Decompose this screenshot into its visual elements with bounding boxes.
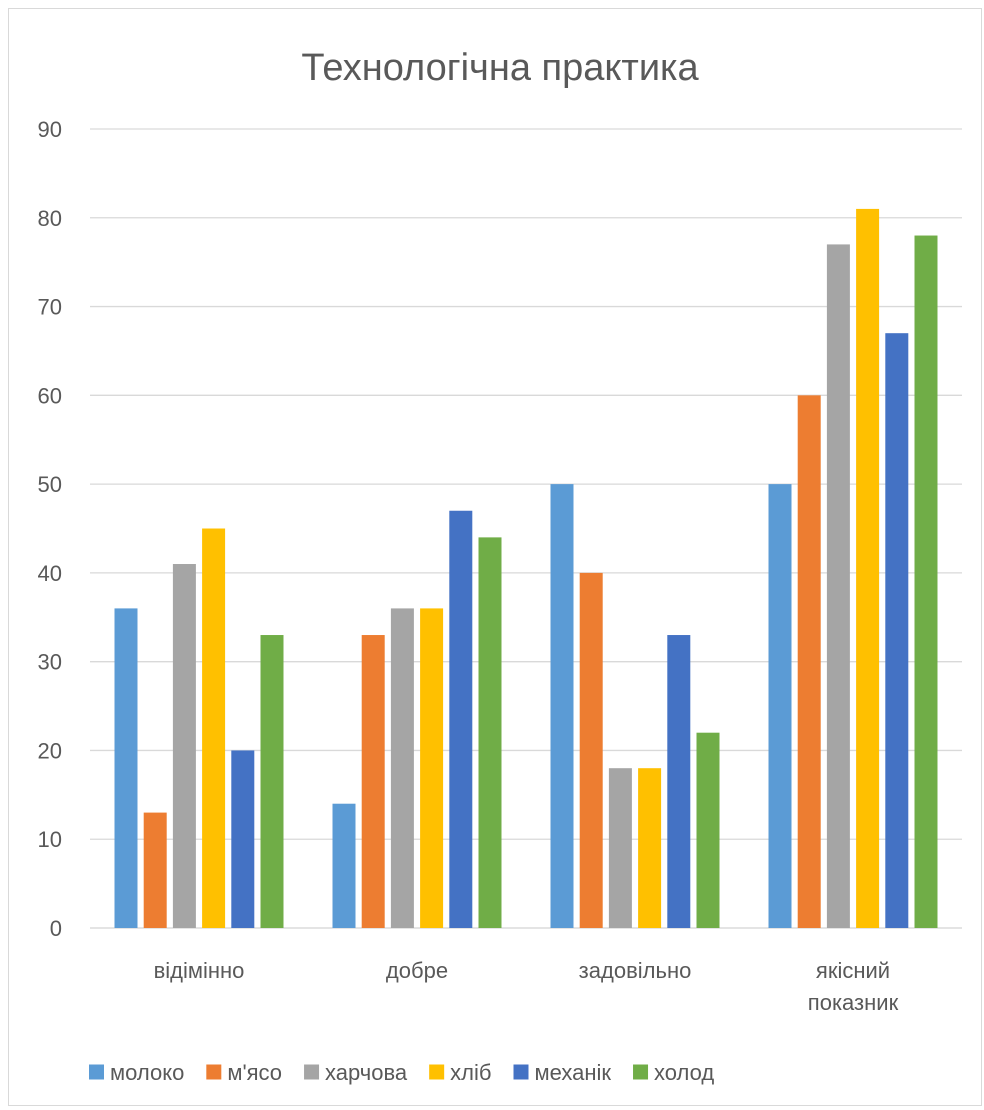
bar-4-2 (797, 395, 821, 928)
y-tick-label: 60 (38, 383, 62, 408)
bar-3-6 (696, 732, 720, 928)
bar-1-3 (172, 564, 196, 928)
y-axis-ticks: 0 10 20 30 40 50 60 70 80 90 (38, 117, 62, 941)
bar-3-2 (579, 572, 603, 928)
legend-label: м'ясо (227, 1060, 282, 1085)
legend-swatch (429, 1064, 445, 1080)
category-label-line: задовільно (579, 958, 692, 983)
y-tick-label: 10 (38, 827, 62, 852)
bar-1-1 (114, 608, 138, 928)
bar-2-1 (332, 803, 356, 928)
y-tick-label: 90 (38, 117, 62, 142)
category-label-line: якісний (816, 958, 890, 983)
bar-2-2 (361, 635, 385, 928)
legend-label: механік (535, 1060, 612, 1085)
y-tick-label: 80 (38, 206, 62, 231)
bar-2-5 (449, 510, 473, 928)
y-tick-label: 50 (38, 472, 62, 497)
bar-2-6 (478, 537, 502, 928)
bar-3-3 (608, 768, 632, 928)
y-tick-label: 40 (38, 561, 62, 586)
x-axis-categories: відімінно добре задовільно якісний показник (154, 958, 899, 1015)
bars (114, 208, 938, 929)
bar-4-5 (885, 333, 909, 928)
bar-1-2 (143, 812, 167, 928)
category-label: задовільно (579, 958, 692, 983)
category-label: якісний показник (808, 958, 899, 1015)
legend-swatch (206, 1064, 222, 1080)
bar-2-3 (390, 608, 414, 928)
legend-swatch (304, 1064, 320, 1080)
bar-4-1 (768, 484, 792, 928)
category-label-line: показник (808, 990, 899, 1015)
legend-label: холод (654, 1060, 714, 1085)
legend-swatch (513, 1064, 529, 1080)
bar-1-4 (202, 528, 226, 928)
bar-1-5 (231, 750, 255, 928)
category-label: відімінно (154, 958, 245, 983)
bar-3-5 (667, 635, 691, 928)
bar-2-4 (420, 608, 444, 928)
legend-swatch (633, 1064, 649, 1080)
legend-label: молоко (110, 1060, 184, 1085)
legend-swatch (89, 1064, 104, 1080)
legend-label: хліб (450, 1060, 491, 1085)
bar-4-6 (914, 235, 938, 929)
y-tick-label: 0 (50, 916, 62, 941)
bar-4-4 (856, 208, 880, 928)
category-label-line: добре (386, 958, 448, 983)
legend-label: харчова (325, 1060, 408, 1085)
bar-3-1 (550, 484, 574, 928)
y-tick-label: 30 (38, 650, 62, 675)
chart-title: Технологічна практика (301, 47, 699, 89)
bar-3-4 (638, 768, 662, 928)
category-label-line: відімінно (154, 958, 245, 983)
category-label: добре (386, 958, 448, 983)
bar-4-3 (826, 244, 850, 928)
bar-1-6 (260, 635, 284, 928)
legend: молоко м'ясо харчова хліб механік холод (89, 1060, 714, 1085)
y-tick-label: 20 (38, 738, 62, 763)
y-tick-label: 70 (38, 295, 62, 320)
